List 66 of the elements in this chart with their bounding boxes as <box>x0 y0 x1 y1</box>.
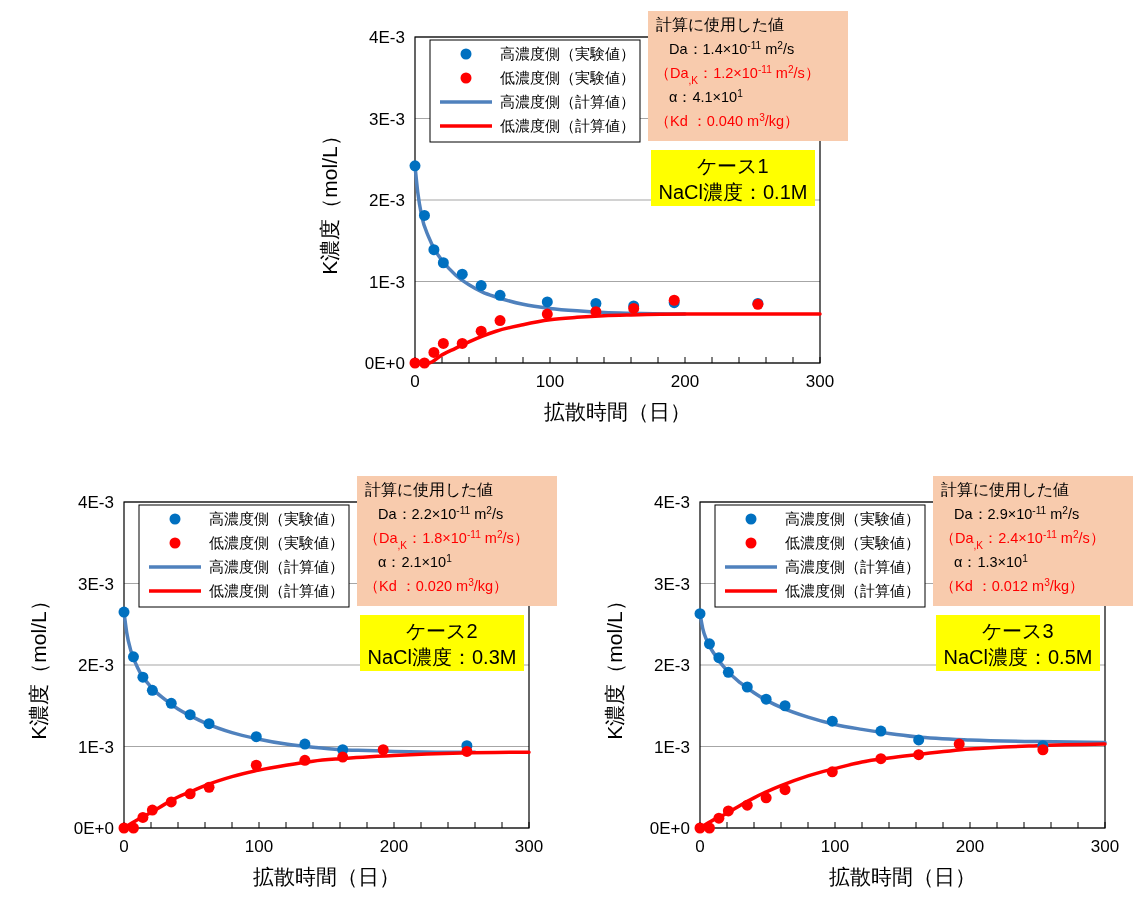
y-tick-label: 1E-3 <box>78 737 114 757</box>
x-tick-label: 200 <box>379 837 409 856</box>
x-axis-title: 拡散時間（日） <box>829 865 976 888</box>
x-tick-label: 100 <box>535 372 565 391</box>
legend-label: 高濃度側（実験値） <box>500 45 635 62</box>
y-tick-label: 2E-3 <box>654 656 690 675</box>
x-tick-label: 0 <box>410 372 420 391</box>
x-tick-label: 100 <box>244 837 274 856</box>
annotation: NaCl濃度：0.3M <box>367 646 517 668</box>
legend-label: 高濃度側（実験値） <box>785 510 920 527</box>
y-axis-title: K濃度（mol/L） <box>27 590 50 740</box>
y-tick-label: 0E+0 <box>364 354 405 373</box>
y-tick-label: 1E-3 <box>369 272 405 292</box>
annotation: Da：2.9×10$^{-11}$ m$^{2}$/s <box>954 504 1080 522</box>
x-tick-label: 300 <box>514 837 544 856</box>
legend-label: 高濃度側（計算値） <box>500 93 635 110</box>
legend-label: 高濃度側（実験値） <box>209 510 344 527</box>
legend-label: 低濃度側（計算値） <box>785 582 920 599</box>
annotation: α：1.3×10$^{1}$ <box>954 552 1029 570</box>
x-axis-title: 拡散時間（日） <box>544 400 691 423</box>
annotation: （Kd ：0.020 m$^{3}$/kg） <box>364 576 509 594</box>
y-tick-label: 3E-3 <box>654 574 690 594</box>
legend-label: 低濃度側（実験値） <box>500 69 635 86</box>
y-tick-label: 2E-3 <box>78 656 114 675</box>
annotation: NaCl濃度：0.5M <box>943 646 1093 668</box>
annotation: Da：1.4×10$^{-11}$ m$^{2}$/s <box>669 39 795 57</box>
x-tick-label: 200 <box>670 372 700 391</box>
y-tick-label: 0E+0 <box>649 819 690 838</box>
y-tick-label: 3E-3 <box>78 574 114 594</box>
legend-label: 低濃度側（計算値） <box>500 117 635 134</box>
legend-label: 高濃度側（計算値） <box>785 558 920 575</box>
legend-label: 低濃度側（実験値） <box>209 534 344 551</box>
y-tick-label: 4E-3 <box>78 493 114 512</box>
legend-label: 高濃度側（計算値） <box>209 558 344 575</box>
x-axis-title: 拡散時間（日） <box>253 865 400 888</box>
x-tick-label: 0 <box>119 837 129 856</box>
x-tick-label: 200 <box>955 837 985 856</box>
annotation: ケース3 <box>982 620 1054 642</box>
annotation: （Kd ：0.040 m$^{3}$/kg） <box>655 111 800 129</box>
y-axis-title: K濃度（mol/L） <box>318 125 341 275</box>
y-tick-label: 1E-3 <box>654 737 690 757</box>
y-tick-label: 0E+0 <box>73 819 114 838</box>
legend-label: 低濃度側（実験値） <box>785 534 920 551</box>
annotation: α：2.1×10$^{1}$ <box>378 552 453 570</box>
x-tick-label: 100 <box>820 837 850 856</box>
y-axis-title: K濃度（mol/L） <box>603 590 626 740</box>
annotation: α：4.1×10$^{1}$ <box>669 87 744 105</box>
y-tick-label: 4E-3 <box>654 493 690 512</box>
y-tick-label: 3E-3 <box>369 109 405 129</box>
text: 計算に使用した値 <box>941 481 1069 498</box>
y-tick-label: 2E-3 <box>369 191 405 210</box>
annotation: ケース1 <box>697 155 769 177</box>
annotation: （Kd ：0.012 m$^{3}$/kg） <box>940 576 1085 594</box>
annotation: （Da$_{,K}$：1.2×10$^{-11}$ m$^{2}$/s） <box>655 63 820 86</box>
annotation: ケース2 <box>406 620 478 642</box>
annotation: Da：2.2×10$^{-11}$ m$^{2}$/s <box>378 504 504 522</box>
annotation: NaCl濃度：0.1M <box>658 181 808 203</box>
legend-label: 低濃度側（計算値） <box>209 582 344 599</box>
annotation: （Da$_{,K}$：2.4×10$^{-11}$ m$^{2}$/s） <box>940 528 1105 551</box>
x-tick-label: 300 <box>1090 837 1120 856</box>
text: 計算に使用した値 <box>365 481 493 498</box>
x-tick-label: 0 <box>695 837 705 856</box>
text: 計算に使用した値 <box>656 16 784 33</box>
x-tick-label: 300 <box>805 372 835 391</box>
annotation: （Da$_{,K}$：1.8×10$^{-11}$ m$^{2}$/s） <box>364 528 529 551</box>
y-tick-label: 4E-3 <box>369 28 405 47</box>
